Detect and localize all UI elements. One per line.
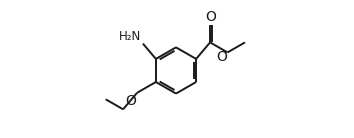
Text: O: O xyxy=(205,10,216,24)
Text: O: O xyxy=(125,94,136,108)
Text: H₂N: H₂N xyxy=(119,30,141,43)
Text: O: O xyxy=(217,51,227,64)
